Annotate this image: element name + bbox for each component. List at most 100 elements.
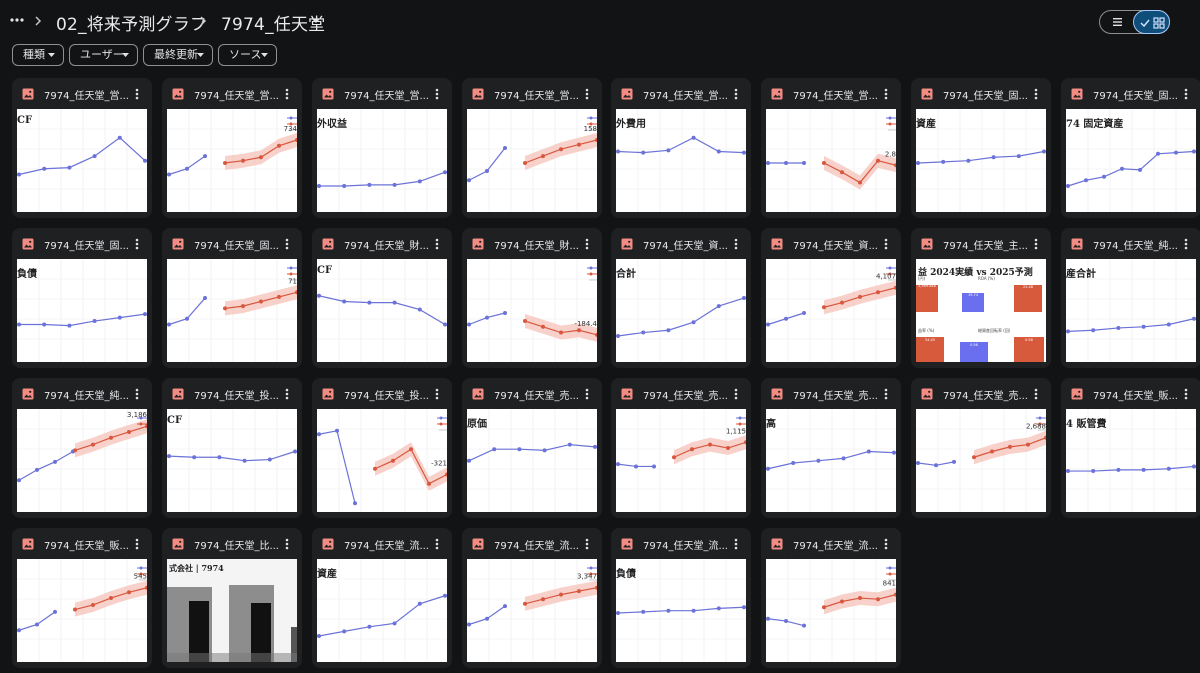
filter-modified-chip[interactable]: 最終更新 [143, 44, 213, 66]
more-vertical-icon[interactable] [730, 236, 742, 252]
file-card[interactable]: 7974_任天堂_営... CF [12, 78, 152, 218]
more-vertical-icon[interactable] [131, 236, 143, 252]
more-vertical-icon[interactable] [1180, 236, 1192, 252]
more-vertical-icon[interactable] [131, 386, 143, 402]
forecast-point [858, 180, 862, 185]
more-vertical-icon[interactable] [880, 536, 892, 552]
file-card[interactable]: 7974_任天堂_資... 合計 [611, 228, 751, 368]
more-vertical-icon[interactable] [281, 236, 293, 252]
image-file-icon [322, 388, 334, 400]
more-vertical-icon[interactable] [730, 536, 742, 552]
list-view-button[interactable] [1100, 11, 1134, 33]
legend-forecast-marker [289, 122, 293, 126]
file-card[interactable]: 7974_任天堂_財... CF [312, 228, 452, 368]
more-vertical-icon[interactable] [730, 386, 742, 402]
file-card[interactable]: 7974_任天堂_売... 高 [761, 378, 901, 518]
filter-user-chip[interactable]: ユーザー [69, 44, 138, 66]
file-card[interactable]: 7974_任天堂_固... 71 [162, 228, 302, 368]
file-card[interactable]: 7974_任天堂_純... 3,186 [12, 378, 152, 518]
filter-source-chip[interactable]: ソース [218, 44, 277, 66]
file-name: 7974_任天堂_流... [793, 541, 878, 552]
file-thumbnail: CF [317, 259, 447, 362]
breadcrumb-folder[interactable]: 02_将来予測グラフ [56, 15, 208, 35]
more-vertical-icon[interactable] [1030, 86, 1042, 102]
more-vertical-icon[interactable] [281, 386, 293, 402]
file-card-header: 7974_任天堂_流... [312, 528, 452, 558]
file-name: 7974_任天堂_営... [344, 91, 429, 102]
filter-type-chip[interactable]: 種類 [12, 44, 64, 66]
forecast-point [127, 429, 131, 434]
caret-down-icon[interactable] [311, 17, 321, 25]
file-thumbnail: 負債 [616, 559, 746, 662]
more-vertical-icon[interactable] [581, 536, 593, 552]
history-point [317, 432, 321, 437]
file-card[interactable]: 7974_任天堂_営... 外費用 [611, 78, 751, 218]
summary-bar [962, 293, 984, 312]
more-vertical-icon[interactable] [131, 86, 143, 102]
file-card[interactable]: 7974_任天堂_流... 3,347 [462, 528, 602, 668]
breadcrumb-current[interactable]: 7974_任天堂 [221, 15, 326, 35]
file-card[interactable]: 7974_任天堂_営... 2.8 [761, 78, 901, 218]
forecast-point [708, 442, 712, 447]
file-card[interactable]: 7974_任天堂_営... 158 [462, 78, 602, 218]
forecast-point [91, 442, 95, 447]
file-card-header: 7974_任天堂_営... [462, 78, 602, 108]
top-bar: 02_将来予測グラフ 7974_任天堂 [0, 0, 1200, 44]
file-card[interactable]: 7974_任天堂_流... 841 [761, 528, 901, 668]
thumbnail-title: 資産 [317, 569, 337, 580]
more-vertical-icon[interactable] [581, 236, 593, 252]
file-card[interactable]: 7974_任天堂_売... 2,688 [911, 378, 1051, 518]
file-card[interactable]: 7974_任天堂_投... -321 [312, 378, 452, 518]
more-vertical-icon[interactable] [880, 386, 892, 402]
more-vertical-icon[interactable] [431, 236, 443, 252]
file-card[interactable]: 7974_任天堂_流... 負債 [611, 528, 751, 668]
more-vertical-icon[interactable] [581, 386, 593, 402]
thumbnail-title: 合計 [616, 269, 636, 280]
file-card[interactable]: 7974_任天堂_主... 2,569.848 19.74 22.48 34.45 0.5… [911, 228, 1051, 368]
more-vertical-icon[interactable] [281, 86, 293, 102]
more-vertical-icon[interactable] [880, 86, 892, 102]
history-point [342, 184, 347, 188]
file-card[interactable]: 7974_任天堂_比... 式会社 | 7974 [162, 528, 302, 668]
more-horizontal-icon[interactable] [9, 10, 25, 30]
image-file-icon [621, 238, 633, 250]
file-card[interactable]: 7974_任天堂_固... 負債 [12, 228, 152, 368]
history-point [784, 619, 788, 624]
forecast-point [690, 447, 694, 452]
more-vertical-icon[interactable] [431, 386, 443, 402]
file-card[interactable]: 7974_任天堂_販... 4 販管費 [1061, 378, 1200, 518]
file-card[interactable]: 7974_任天堂_財... -184.4 [462, 228, 602, 368]
more-vertical-icon[interactable] [730, 86, 742, 102]
history-point [742, 605, 746, 610]
legend-forecast-marker [589, 272, 593, 276]
more-vertical-icon[interactable] [1180, 86, 1192, 102]
file-card[interactable]: 7974_任天堂_営... 734 [162, 78, 302, 218]
file-card[interactable]: 7974_任天堂_純... 産合計 [1061, 228, 1200, 368]
more-vertical-icon[interactable] [131, 536, 143, 552]
file-card[interactable]: 7974_任天堂_流... 資産 [312, 528, 452, 668]
more-vertical-icon[interactable] [880, 236, 892, 252]
image-file-icon [322, 88, 334, 100]
chevron-right-icon [200, 16, 207, 26]
filter-label: 最終更新 [154, 48, 198, 61]
more-vertical-icon[interactable] [1180, 386, 1192, 402]
file-card[interactable]: 7974_任天堂_売... 1,115 [611, 378, 751, 518]
grid-view-button[interactable] [1133, 10, 1170, 34]
file-card[interactable]: 7974_任天堂_売... 原価 [462, 378, 602, 518]
file-card[interactable]: 7974_任天堂_投... CF [162, 378, 302, 518]
file-card[interactable]: 7974_任天堂_資... 4,107 [761, 228, 901, 368]
file-card-header: 7974_任天堂_売... [611, 378, 751, 408]
file-card[interactable]: 7974_任天堂_固... 74 固定資産 [1061, 78, 1200, 218]
more-vertical-icon[interactable] [431, 536, 443, 552]
file-card[interactable]: 7974_任天堂_固... 資産 [911, 78, 1051, 218]
more-vertical-icon[interactable] [281, 536, 293, 552]
forecast-point [259, 299, 263, 304]
forecast-point [259, 155, 263, 160]
more-vertical-icon[interactable] [1030, 236, 1042, 252]
forecast-point [990, 449, 994, 454]
file-card[interactable]: 7974_任天堂_営... 外収益 [312, 78, 452, 218]
file-card[interactable]: 7974_任天堂_販... 545 [12, 528, 152, 668]
more-vertical-icon[interactable] [581, 86, 593, 102]
more-vertical-icon[interactable] [1030, 386, 1042, 402]
more-vertical-icon[interactable] [431, 86, 443, 102]
